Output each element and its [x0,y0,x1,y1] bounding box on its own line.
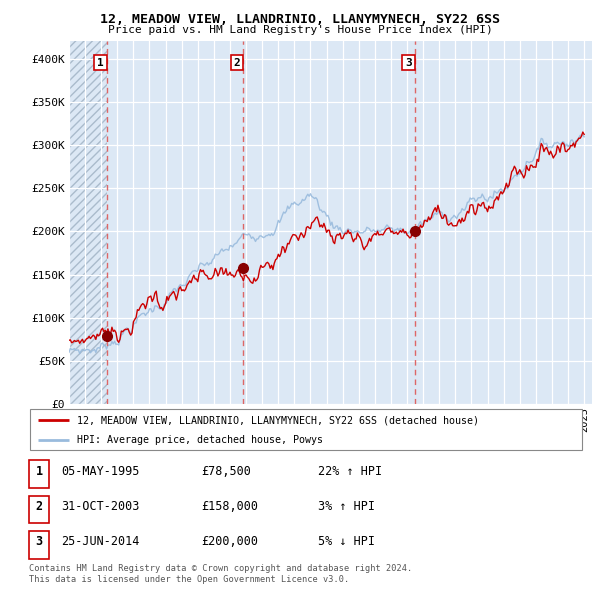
Text: HPI: Average price, detached house, Powys: HPI: Average price, detached house, Powy… [77,435,323,444]
Text: £78,500: £78,500 [201,464,251,478]
Text: 1: 1 [35,464,43,478]
Text: 2: 2 [233,58,240,68]
Text: Price paid vs. HM Land Registry's House Price Index (HPI): Price paid vs. HM Land Registry's House … [107,25,493,35]
Text: £200,000: £200,000 [201,535,258,549]
Text: 3% ↑ HPI: 3% ↑ HPI [318,500,375,513]
FancyBboxPatch shape [30,409,582,450]
Text: 1: 1 [97,58,104,68]
Text: 5% ↓ HPI: 5% ↓ HPI [318,535,375,549]
Text: 05-MAY-1995: 05-MAY-1995 [61,464,140,478]
Text: Contains HM Land Registry data © Crown copyright and database right 2024.: Contains HM Land Registry data © Crown c… [29,565,412,573]
Text: £158,000: £158,000 [201,500,258,513]
Text: 3: 3 [35,535,43,549]
Text: 25-JUN-2014: 25-JUN-2014 [61,535,140,549]
Text: 12, MEADOW VIEW, LLANDRINIO, LLANYMYNECH, SY22 6SS (detached house): 12, MEADOW VIEW, LLANDRINIO, LLANYMYNECH… [77,415,479,425]
Text: 3: 3 [405,58,412,68]
Text: 12, MEADOW VIEW, LLANDRINIO, LLANYMYNECH, SY22 6SS: 12, MEADOW VIEW, LLANDRINIO, LLANYMYNECH… [100,13,500,26]
Text: 2: 2 [35,500,43,513]
Text: 31-OCT-2003: 31-OCT-2003 [61,500,140,513]
Text: This data is licensed under the Open Government Licence v3.0.: This data is licensed under the Open Gov… [29,575,349,584]
Text: 22% ↑ HPI: 22% ↑ HPI [318,464,382,478]
